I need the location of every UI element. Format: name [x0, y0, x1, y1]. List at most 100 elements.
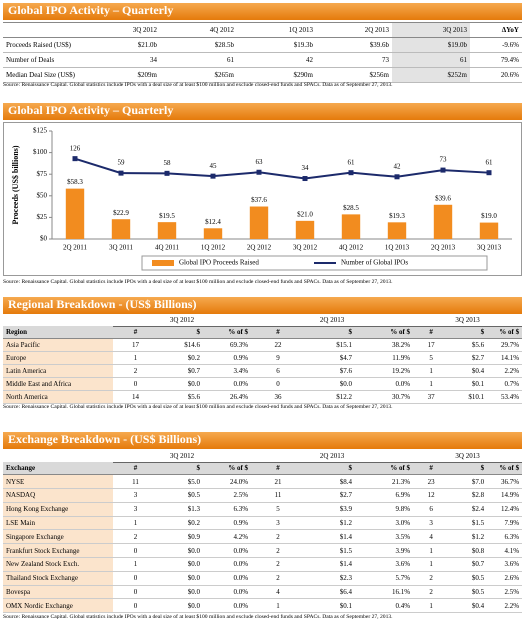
cell: 30.7% — [391, 392, 411, 401]
cell: 0 — [133, 379, 138, 388]
x-tick-label: 3Q 2012 — [293, 244, 318, 252]
line-marker — [256, 169, 262, 175]
line-marker — [210, 173, 216, 179]
cell: $0.1 — [471, 379, 485, 388]
row-label: NASDAQ — [3, 488, 113, 503]
cell: 21.3% — [391, 477, 411, 486]
legend-frame — [141, 255, 488, 271]
bar-label: $22.9 — [113, 209, 129, 217]
data-row: Singapore Exchange 2 $0.9 4.2% 2 $1.4 3.5% 4 $1.… — [3, 529, 523, 544]
line-label: 58 — [164, 159, 172, 167]
y-tick-label: $50 — [37, 191, 48, 199]
cell: $1.5 — [471, 519, 485, 528]
corner-cell — [3, 315, 113, 326]
line-label: 61 — [348, 158, 356, 166]
row-label: Number of Deals — [6, 56, 55, 64]
cell: $0.0 — [187, 546, 200, 555]
column-header: $ — [348, 464, 353, 473]
cell: $10.1 — [468, 392, 485, 401]
cell: 79.4% — [500, 56, 519, 64]
cell: 17 — [132, 340, 139, 349]
cell: 3 — [133, 491, 138, 500]
cell: 6.3% — [233, 505, 249, 514]
x-tick-label: 4Q 2011 — [155, 244, 180, 252]
line-label: 34 — [302, 164, 310, 172]
cell: $0.8 — [471, 546, 485, 555]
line-label: 45 — [210, 162, 218, 170]
cell: 17 — [427, 340, 435, 349]
cell: 0.0% — [233, 379, 249, 388]
column-header: 4Q 2012 — [209, 26, 234, 34]
line-marker — [440, 167, 446, 173]
source-note: Source: Renaissance Capital. Global stat… — [3, 82, 393, 88]
cell: 1 — [429, 560, 433, 569]
column-header: Exchange — [6, 464, 36, 473]
cell: $1.3 — [187, 505, 200, 514]
x-tick-label: 2Q 2011 — [63, 244, 88, 252]
cell: 38.2% — [391, 340, 411, 349]
cell: 0.0% — [233, 601, 249, 610]
row-label: North America — [3, 390, 113, 403]
cell: $1.2 — [471, 532, 485, 541]
cell: $0.2 — [187, 519, 200, 528]
cell: $39.6b — [369, 41, 389, 49]
row-label: Asia Pacific — [3, 338, 113, 351]
data-row: Frankfurt Stock Exchange 0 $0.0 0.0% 2 $1.5 3.… — [3, 543, 523, 558]
bar — [433, 204, 453, 239]
row-label: Middle East and Africa — [3, 377, 113, 390]
cell: $1.5 — [339, 546, 353, 555]
cell: $2.4 — [471, 505, 485, 514]
column-header: $ — [480, 328, 485, 336]
line-marker — [486, 170, 492, 176]
cell: 4 — [429, 532, 433, 541]
cell: 6.9% — [395, 491, 411, 500]
x-tick-label: 1Q 2012 — [201, 244, 226, 252]
bar-label: $12.4 — [205, 218, 221, 226]
line — [74, 157, 490, 180]
cell: 5 — [276, 505, 280, 514]
cell: 34 — [150, 56, 157, 64]
cell: 21 — [274, 477, 282, 486]
cell: 69.3% — [229, 340, 249, 349]
line-marker — [348, 170, 354, 176]
cell: $1.4 — [339, 560, 353, 569]
x-tick-label: 1Q 2013 — [385, 244, 410, 252]
cell: $256m — [369, 71, 389, 79]
bar-label: $58.3 — [67, 178, 83, 186]
cell: $7.6 — [339, 366, 353, 375]
period-header: 3Q 2013 — [413, 451, 523, 463]
cell: $0.0 — [187, 560, 200, 569]
row-label: Singapore Exchange — [3, 529, 113, 544]
cell: 61 — [392, 52, 470, 68]
cell: $19.3b — [293, 41, 313, 49]
column-header: # — [276, 328, 280, 336]
cell: 3.6% — [504, 560, 520, 569]
column-header: 1Q 2013 — [288, 26, 313, 34]
cell: 2 — [276, 546, 280, 555]
cell: 14 — [132, 392, 139, 401]
cell: 0.0% — [395, 379, 411, 388]
cell: $28.5b — [214, 41, 234, 49]
cell: 73 — [382, 56, 389, 64]
column-header: % of $ — [499, 464, 520, 473]
cell: -9.6% — [502, 41, 519, 49]
cell: 9 — [276, 353, 280, 362]
data-row: NYSE 11 $5.0 24.0% 21 $8.4 21.3% 23 $7.0 36.7% — [3, 474, 523, 489]
legend-label: Number of Global IPOs — [341, 259, 408, 267]
bar — [295, 220, 315, 239]
cell: 0 — [133, 601, 138, 610]
cell: 11 — [132, 477, 139, 486]
cell: 6 — [276, 366, 280, 375]
data-row: Proceeds Raised (US$) $21.0b $28.5b $19.3b $… — [3, 37, 522, 53]
bar-label: $19.3 — [389, 212, 405, 220]
cell: 2 — [133, 532, 138, 541]
cell: 1 — [429, 601, 433, 610]
cell: $290m — [293, 71, 313, 79]
cell: 2 — [429, 574, 433, 583]
column-header: % of $ — [499, 328, 520, 336]
line-marker — [118, 170, 124, 176]
column-header: Region — [6, 327, 27, 336]
line-marker — [164, 170, 170, 176]
data-row: Middle East and Africa 0 $0.0 0.0% 0 $0.0 0.0%… — [3, 377, 523, 390]
data-row: OMX Nordic Exchange 0 $0.0 0.0% 1 $0.1 0.4% 1 $0… — [3, 598, 523, 613]
